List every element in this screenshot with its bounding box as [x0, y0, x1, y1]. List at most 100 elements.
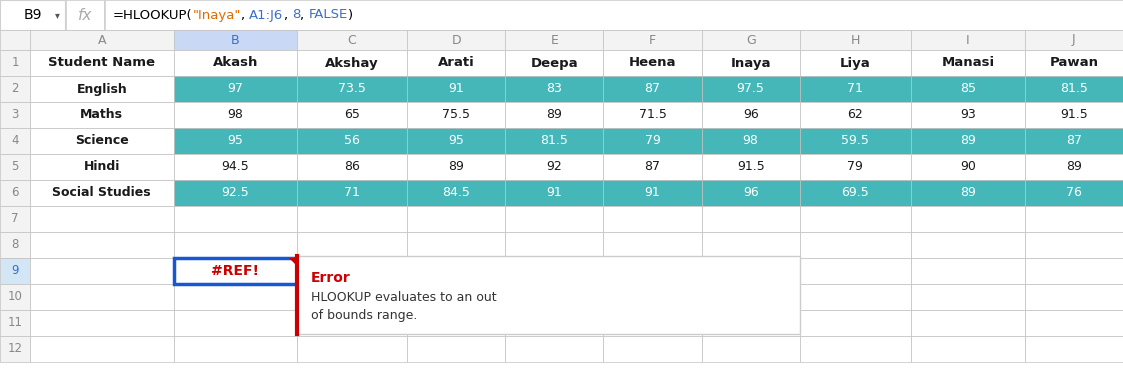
Bar — [505, 284, 603, 310]
Bar — [603, 154, 702, 180]
Text: 86: 86 — [344, 160, 360, 173]
Text: 85: 85 — [960, 83, 976, 96]
Bar — [0, 30, 30, 50]
Text: 87: 87 — [645, 160, 660, 173]
Bar — [505, 180, 603, 206]
Text: 84.5: 84.5 — [442, 186, 471, 199]
Text: 1: 1 — [11, 57, 19, 70]
Text: 75.5: 75.5 — [442, 109, 471, 122]
Text: 91: 91 — [448, 83, 464, 96]
Text: Student Name: Student Name — [48, 57, 155, 70]
Bar — [296, 336, 407, 362]
Bar — [30, 180, 174, 206]
Text: G: G — [746, 33, 756, 46]
Text: Arati: Arati — [438, 57, 475, 70]
Text: 7: 7 — [11, 212, 19, 225]
Bar — [911, 284, 1025, 310]
Bar — [0, 284, 30, 310]
Bar — [911, 206, 1025, 232]
Bar — [603, 206, 702, 232]
Bar — [407, 102, 505, 128]
Text: 10: 10 — [8, 291, 22, 304]
Bar — [800, 76, 911, 102]
Text: B9: B9 — [24, 8, 42, 22]
Bar — [30, 310, 174, 336]
Text: H: H — [851, 33, 860, 46]
Bar — [800, 310, 911, 336]
Bar — [800, 102, 911, 128]
Bar — [296, 154, 407, 180]
Text: A1:J6: A1:J6 — [249, 9, 284, 22]
Bar — [0, 232, 30, 258]
Text: 98: 98 — [742, 135, 759, 148]
Text: Inaya: Inaya — [730, 57, 770, 70]
Text: 92.5: 92.5 — [221, 186, 249, 199]
Bar — [603, 284, 702, 310]
Text: Social Studies: Social Studies — [53, 186, 152, 199]
Bar — [603, 258, 702, 284]
Bar — [30, 232, 174, 258]
Text: 76: 76 — [1066, 186, 1081, 199]
Bar — [296, 76, 407, 102]
Bar — [407, 30, 505, 50]
Text: 81.5: 81.5 — [1060, 83, 1088, 96]
Text: Manasi: Manasi — [941, 57, 995, 70]
Text: 73.5: 73.5 — [338, 83, 366, 96]
Text: fx: fx — [77, 7, 92, 22]
Bar — [174, 50, 296, 76]
Bar — [30, 102, 174, 128]
Bar — [1025, 258, 1123, 284]
Bar — [505, 50, 603, 76]
Bar — [911, 336, 1025, 362]
Bar — [800, 258, 911, 284]
Bar — [30, 128, 174, 154]
Text: C: C — [348, 33, 356, 46]
Bar — [1025, 180, 1123, 206]
Bar — [505, 102, 603, 128]
Bar — [911, 128, 1025, 154]
Bar — [702, 76, 800, 102]
Bar — [0, 310, 30, 336]
Bar — [296, 50, 407, 76]
Bar — [1025, 232, 1123, 258]
Text: I: I — [966, 33, 970, 46]
Bar — [174, 336, 296, 362]
Bar — [1025, 336, 1123, 362]
Bar — [911, 76, 1025, 102]
Text: ▾: ▾ — [55, 10, 60, 20]
Text: ,: , — [284, 9, 292, 22]
Text: HLOOKUP evaluates to an out
of bounds range.: HLOOKUP evaluates to an out of bounds ra… — [311, 291, 496, 322]
Text: Heena: Heena — [629, 57, 676, 70]
Bar — [702, 102, 800, 128]
Bar — [702, 284, 800, 310]
Bar — [407, 128, 505, 154]
Bar — [30, 30, 174, 50]
Bar — [0, 180, 30, 206]
Bar — [603, 336, 702, 362]
Bar — [1025, 154, 1123, 180]
Bar — [1025, 102, 1123, 128]
Text: 81.5: 81.5 — [540, 135, 568, 148]
Bar — [407, 206, 505, 232]
Bar — [174, 30, 296, 50]
Bar — [0, 128, 30, 154]
Text: 95: 95 — [227, 135, 244, 148]
Bar — [407, 232, 505, 258]
Text: 6: 6 — [11, 186, 19, 199]
Bar — [505, 258, 603, 284]
Text: E: E — [550, 33, 558, 46]
Bar — [296, 30, 407, 50]
Bar — [702, 180, 800, 206]
Bar — [505, 76, 603, 102]
Text: A: A — [98, 33, 106, 46]
Bar — [911, 232, 1025, 258]
Bar — [1025, 310, 1123, 336]
Bar — [0, 0, 65, 30]
Bar — [911, 50, 1025, 76]
Bar — [407, 50, 505, 76]
Bar — [174, 284, 296, 310]
Bar — [296, 284, 407, 310]
Polygon shape — [289, 258, 296, 266]
Bar — [800, 232, 911, 258]
Bar — [296, 206, 407, 232]
